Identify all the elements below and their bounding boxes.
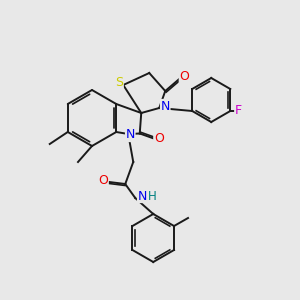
Text: H: H xyxy=(148,190,157,202)
Text: O: O xyxy=(179,70,189,83)
Text: F: F xyxy=(235,104,242,118)
Text: N: N xyxy=(126,128,135,142)
Text: S: S xyxy=(115,76,123,88)
Text: O: O xyxy=(98,173,108,187)
Text: N: N xyxy=(138,190,147,202)
Text: O: O xyxy=(154,132,164,145)
Text: N: N xyxy=(160,100,170,112)
